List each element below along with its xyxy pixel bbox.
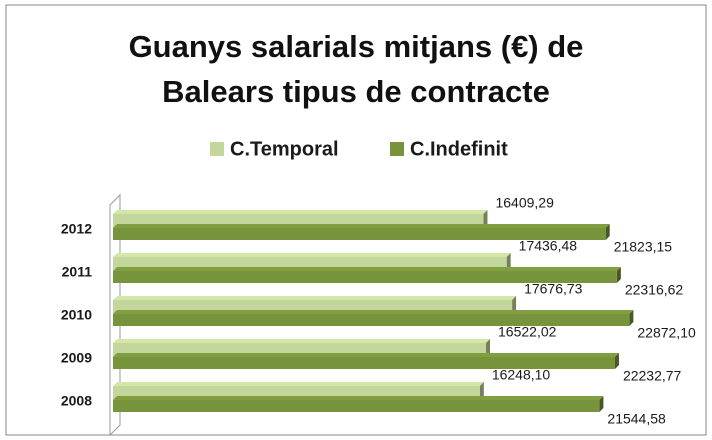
bar [113,400,600,412]
bar-side [629,310,634,326]
bar-top [113,353,619,357]
data-label: 21544,58 [607,411,666,427]
bar-top [113,224,610,228]
chart-title: Guanys salarials mitjans (€) de Balears … [128,29,584,109]
y-tick-label: 2012 [61,221,92,237]
bar-side [506,253,511,271]
bar [113,228,606,240]
bar-top [113,253,511,257]
data-label: 16248,10 [492,367,551,383]
legend-swatch [210,142,224,156]
bar-side [616,267,621,283]
data-label: 22316,62 [625,282,684,298]
y-tick-label: 2008 [61,393,92,409]
bar [113,314,630,326]
bar-top [113,210,488,214]
bar-top [113,267,621,271]
data-label: 21823,15 [614,239,673,255]
data-label: 22872,10 [637,325,696,341]
data-label: 17436,48 [519,238,578,254]
legend-label: C.Temporal [230,138,339,160]
bar-top [113,296,517,300]
bar-top [113,339,491,343]
data-label: 16522,02 [498,324,557,340]
bar-side [486,339,491,357]
bar-side [614,353,619,369]
data-label: 17676,73 [524,281,583,297]
bar-side [605,224,610,240]
bar-top [113,382,484,386]
y-tick-label: 2010 [61,307,92,323]
y-tick-label: 2011 [62,264,93,280]
data-label: 22232,77 [623,368,682,384]
chart-border [5,4,707,436]
bar-side [483,210,488,228]
bar-top [113,396,604,400]
data-label: 16409,29 [495,195,554,211]
bar-side [512,296,517,314]
bar [113,357,615,369]
legend-swatch [390,142,404,156]
bar-side [479,382,484,400]
y-tick-label: 2009 [61,350,92,366]
legend-label: C.Indefinit [410,138,508,160]
bar-top [113,310,634,314]
bar [113,271,617,283]
bar-side [599,396,604,412]
